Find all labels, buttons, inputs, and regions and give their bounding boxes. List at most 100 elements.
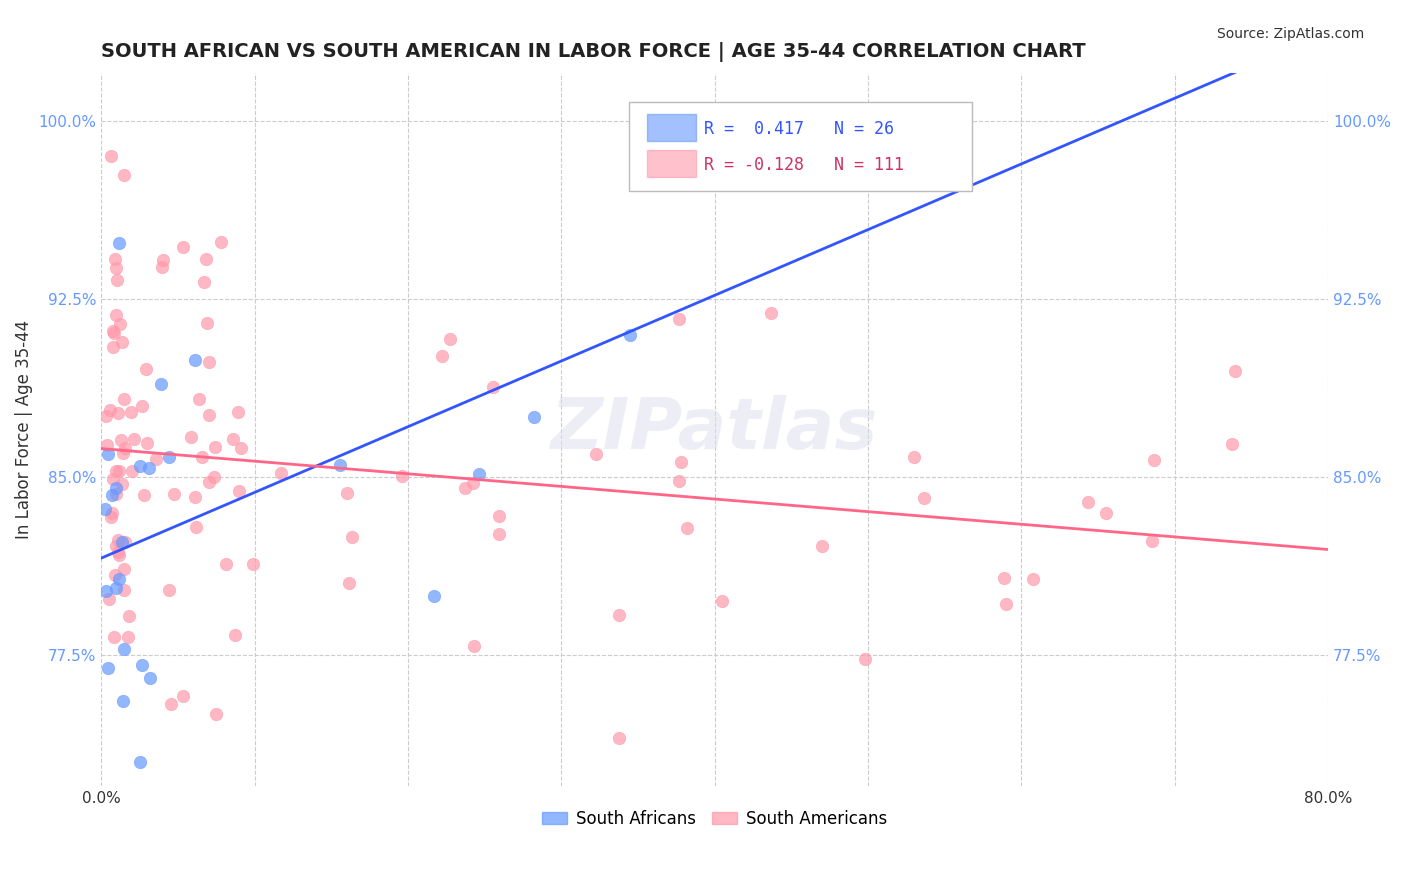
South Americans <box>163 486 186 500</box>
South Africans <box>619 327 641 342</box>
South Americans <box>439 332 461 346</box>
South Americans <box>145 452 167 467</box>
South Americans <box>105 308 128 322</box>
South Americans <box>461 475 484 490</box>
South Americans <box>120 405 142 419</box>
South Americans <box>430 349 453 363</box>
South Americans <box>172 240 194 254</box>
South Americans <box>150 260 173 274</box>
Text: Source: ZipAtlas.com: Source: ZipAtlas.com <box>1216 27 1364 41</box>
South Americans <box>104 252 127 267</box>
South Americans <box>995 597 1018 611</box>
South Americans <box>112 582 135 597</box>
South Americans <box>759 305 782 319</box>
South Africans <box>523 410 546 425</box>
South Americans <box>198 475 221 490</box>
South Americans <box>188 392 211 406</box>
South Americans <box>180 430 202 444</box>
South Africans <box>97 661 120 675</box>
South Americans <box>903 450 925 464</box>
South Africans <box>107 235 129 250</box>
South Americans <box>195 317 218 331</box>
South Africans <box>94 584 117 599</box>
South Americans <box>114 562 136 576</box>
South Africans <box>423 590 446 604</box>
Legend: South Africans, South Americans: South Africans, South Americans <box>536 803 894 834</box>
South Americans <box>108 317 131 331</box>
South Americans <box>104 568 127 582</box>
South Africans <box>468 467 491 481</box>
South Americans <box>583 790 606 805</box>
South Africans <box>94 502 117 516</box>
South Americans <box>488 508 510 523</box>
South Africans <box>138 460 160 475</box>
South Americans <box>242 558 264 572</box>
South Americans <box>105 539 128 553</box>
South Americans <box>105 260 128 275</box>
South Americans <box>112 169 135 183</box>
South Africans <box>101 488 124 502</box>
South Americans <box>112 392 135 406</box>
South Americans <box>101 339 124 353</box>
South Americans <box>101 506 124 520</box>
South Americans <box>118 609 141 624</box>
South Americans <box>482 380 505 394</box>
South Americans <box>105 464 128 478</box>
South Americans <box>224 628 246 642</box>
South Americans <box>853 652 876 666</box>
Text: ZIPatlas: ZIPatlas <box>551 395 879 464</box>
South Americans <box>135 361 157 376</box>
South Americans <box>160 697 183 711</box>
South Americans <box>228 404 250 418</box>
South Americans <box>94 409 117 424</box>
South Americans <box>1143 453 1166 467</box>
South Americans <box>121 465 143 479</box>
South Americans <box>668 474 690 488</box>
South Americans <box>122 432 145 446</box>
South Americans <box>336 486 359 500</box>
South Africans <box>725 125 748 139</box>
South Americans <box>270 466 292 480</box>
South Americans <box>811 539 834 553</box>
South Africans <box>105 581 128 595</box>
South Americans <box>103 326 125 340</box>
South Africans <box>111 535 134 549</box>
South Americans <box>1223 364 1246 378</box>
South Americans <box>105 486 128 500</box>
South Africans <box>128 458 150 473</box>
South Americans <box>228 484 250 499</box>
Bar <box>647 114 696 141</box>
South Americans <box>202 469 225 483</box>
South Americans <box>107 533 129 547</box>
South Americans <box>157 582 180 597</box>
South Americans <box>132 488 155 502</box>
South Americans <box>195 252 218 266</box>
South Americans <box>108 548 131 562</box>
South Americans <box>112 446 135 460</box>
South Americans <box>1077 495 1099 509</box>
South Africans <box>128 755 150 769</box>
South Americans <box>607 731 630 745</box>
South Americans <box>1094 506 1116 520</box>
South Americans <box>342 530 364 544</box>
South Americans <box>993 571 1015 585</box>
South Americans <box>197 408 219 422</box>
South Americans <box>101 325 124 339</box>
South Americans <box>111 477 134 491</box>
Text: R =  0.417   N = 26: R = 0.417 N = 26 <box>704 120 894 138</box>
South Americans <box>103 630 125 644</box>
South Africans <box>329 458 352 472</box>
South Americans <box>111 334 134 349</box>
South Americans <box>98 592 121 607</box>
Text: R = -0.128   N = 111: R = -0.128 N = 111 <box>704 155 904 174</box>
South Americans <box>172 689 194 703</box>
South Americans <box>668 312 690 326</box>
South Americans <box>215 558 238 572</box>
South Americans <box>1140 534 1163 549</box>
South Americans <box>676 521 699 535</box>
Y-axis label: In Labor Force | Age 35-44: In Labor Force | Age 35-44 <box>15 320 32 539</box>
South Americans <box>488 526 510 541</box>
South Americans <box>107 544 129 558</box>
South Americans <box>222 432 245 446</box>
South Americans <box>463 639 485 653</box>
